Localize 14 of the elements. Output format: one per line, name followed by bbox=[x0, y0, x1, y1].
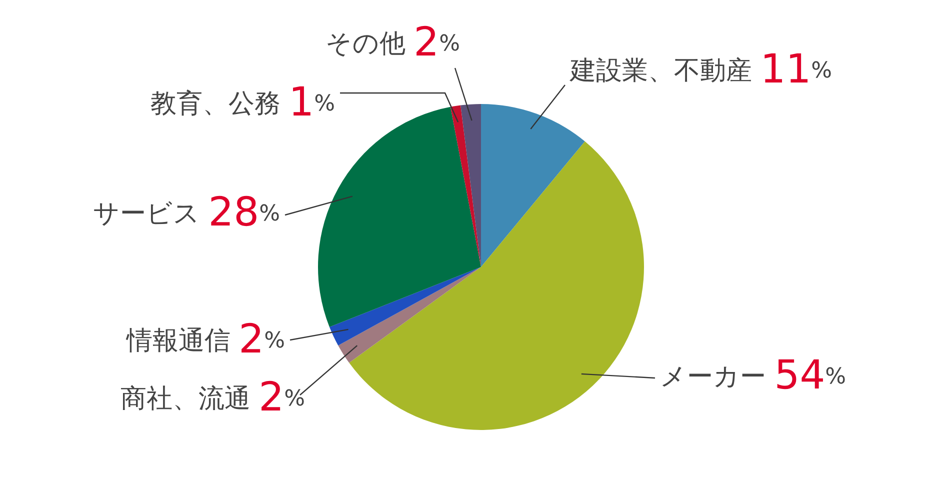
data-label: 28% bbox=[208, 189, 280, 236]
data-label: 2% bbox=[258, 374, 305, 420]
slice-label: その他 bbox=[325, 28, 414, 59]
data-label: 11% bbox=[760, 46, 832, 92]
data-label: 2% bbox=[414, 19, 460, 66]
slice-label: メーカー bbox=[660, 362, 774, 392]
data-label: 1% bbox=[288, 79, 335, 126]
slice-label: 建設業、不動産 bbox=[569, 56, 760, 86]
slice-label: 教育、公務 bbox=[150, 88, 289, 119]
data-label: 54% bbox=[774, 352, 846, 398]
slice-label: 商社、流通 bbox=[120, 384, 259, 414]
data-label: 2% bbox=[238, 316, 285, 362]
slice-label: サービス bbox=[92, 198, 208, 229]
slice-label: 情報通信 bbox=[125, 326, 239, 356]
